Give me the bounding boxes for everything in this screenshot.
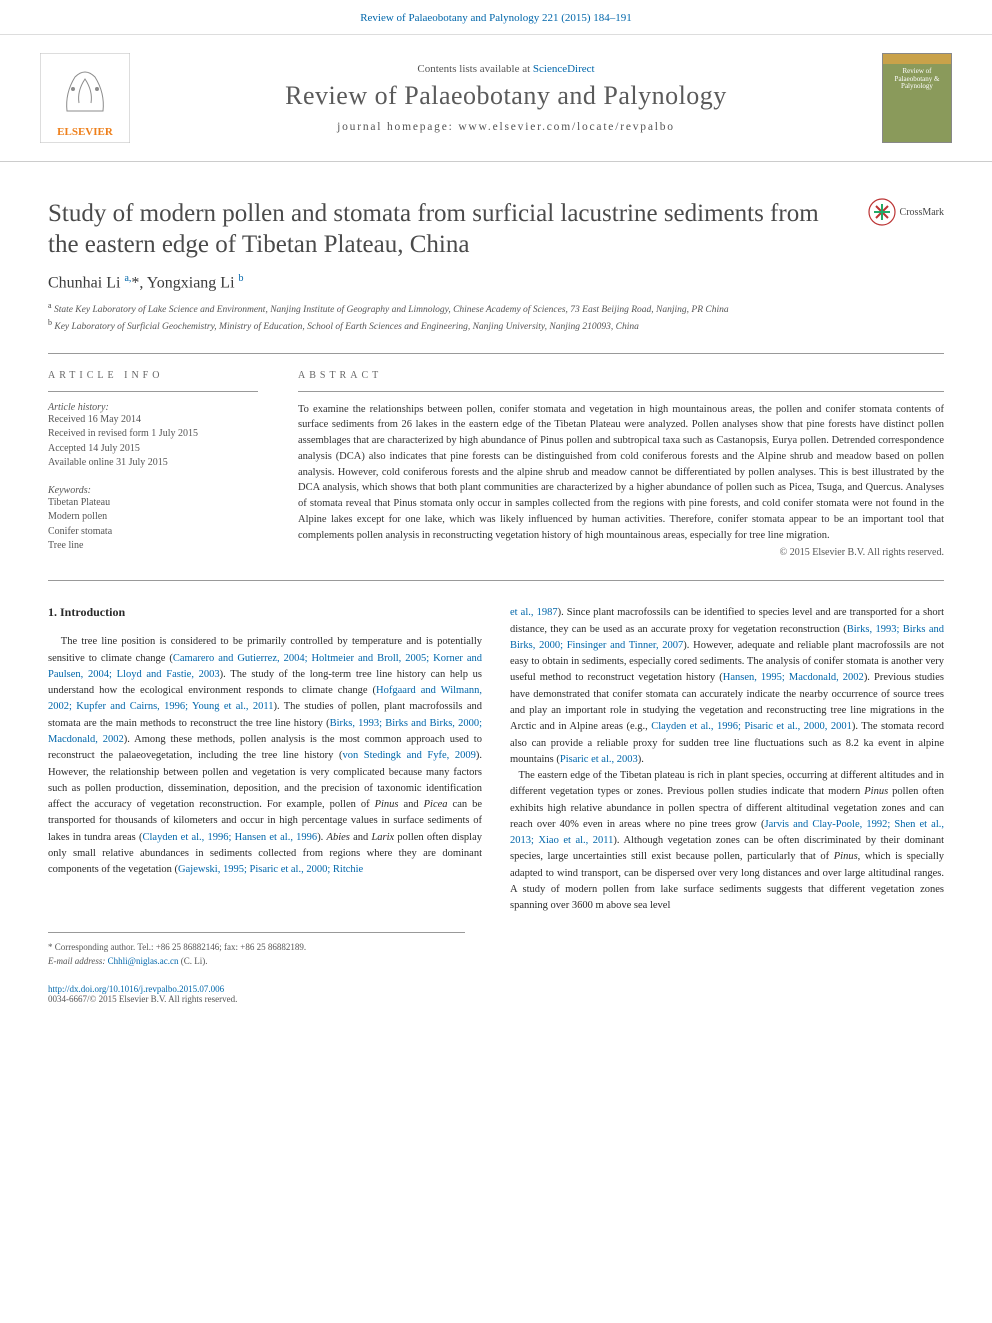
crossmark-label: CrossMark [900,207,944,218]
journal-home: journal homepage: www.elsevier.com/locat… [158,121,854,133]
affiliation: b Key Laboratory of Surficial Geochemist… [48,317,944,334]
history-item: Received in revised form 1 July 2015 [48,427,258,442]
keyword-item: Modern pollen [48,510,258,525]
abstract-copyright: © 2015 Elsevier B.V. All rights reserved… [298,547,944,558]
issn-line: 0034-6667/© 2015 Elsevier B.V. All right… [48,994,237,1004]
col2-para: et al., 1987). Since plant macrofossils … [510,605,944,914]
email-line: E-mail address: Chhli@niglas.ac.cn (C. L… [48,955,465,969]
history-item: Available online 31 July 2015 [48,456,258,471]
history-item: Received 16 May 2014 [48,413,258,428]
abstract-block: ABSTRACT To examine the relationships be… [298,370,944,559]
keyword-item: Conifer stomata [48,525,258,540]
article-title: Study of modern pollen and stomata from … [48,198,848,261]
crossmark-badge[interactable]: CrossMark [868,198,944,226]
affiliation: a State Key Laboratory of Lake Science a… [48,300,944,317]
journal-cover-thumb: Review of Palaeobotany & Palynology [882,53,952,143]
article-info-heading: ARTICLE INFO [48,370,258,381]
journal-band: ELSEVIER Contents lists available at Sci… [0,35,992,162]
article-info: ARTICLE INFO Article history: Received 1… [48,370,258,559]
crossmark-icon [868,198,896,226]
body-columns: 1. Introduction The tree line position i… [0,581,992,914]
abstract-heading: ABSTRACT [298,370,944,381]
scidirect-prefix: Contents lists available at [417,63,530,75]
section-heading: 1. Introduction [48,605,482,620]
header-issue-link[interactable]: Review of Palaeobotany and Palynology 22… [360,12,632,24]
email-label: E-mail address: [48,956,105,966]
doi-link[interactable]: http://dx.doi.org/10.1016/j.revpalbo.201… [48,984,224,994]
header-bar: Review of Palaeobotany and Palynology 22… [0,0,992,35]
keywords-label: Keywords: [48,485,258,496]
journal-home-url: www.elsevier.com/locate/revpalbo [458,121,675,133]
authors: Chunhai Li a,*, Yongxiang Li b [0,273,992,300]
journal-home-prefix: journal homepage: [337,121,454,133]
footnote-block: * Corresponding author. Tel.: +86 25 868… [48,932,465,968]
history-item: Accepted 14 July 2015 [48,442,258,457]
keyword-item: Tree line [48,539,258,554]
scidirect-line: Contents lists available at ScienceDirec… [158,63,854,75]
affiliations: a State Key Laboratory of Lake Science a… [0,300,992,353]
meta-row: ARTICLE INFO Article history: Received 1… [48,353,944,559]
keyword-item: Tibetan Plateau [48,496,258,511]
email-link[interactable]: Chhli@niglas.ac.cn [108,956,179,966]
email-name: (C. Li). [181,956,208,966]
history-label: Article history: [48,402,258,413]
column-2: et al., 1987). Since plant macrofossils … [510,605,944,914]
column-1: 1. Introduction The tree line position i… [48,605,482,914]
col1-para: The tree line position is considered to … [48,634,482,878]
scidirect-link[interactable]: ScienceDirect [533,63,595,75]
footer-ids: http://dx.doi.org/10.1016/j.revpalbo.201… [0,968,992,1028]
corr-author-line: * Corresponding author. Tel.: +86 25 868… [48,941,465,955]
svg-text:ELSEVIER: ELSEVIER [57,126,114,138]
elsevier-logo: ELSEVIER [40,53,130,143]
abstract-text: To examine the relationships between pol… [298,402,944,544]
journal-title: Review of Palaeobotany and Palynology [158,81,854,111]
journal-center: Contents lists available at ScienceDirec… [158,63,854,133]
